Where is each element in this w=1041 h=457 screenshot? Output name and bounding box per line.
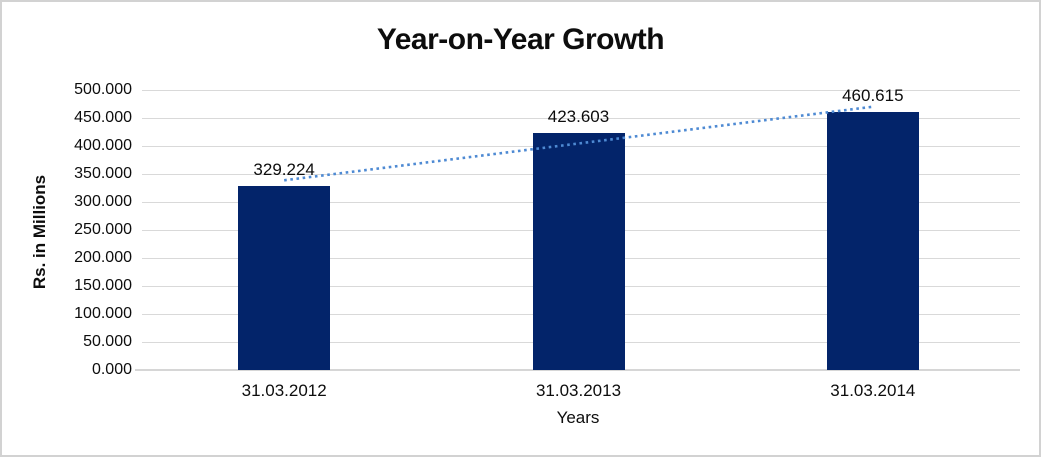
x-category-label: 31.03.2012 xyxy=(241,381,327,400)
chart-title: Year-on-Year Growth xyxy=(376,23,665,56)
y-tick-label: 100.000 xyxy=(74,305,132,322)
bar-value-label: 423.603 xyxy=(547,106,610,126)
y-tick-label: 450.000 xyxy=(74,109,132,126)
y-tick-label: 300.000 xyxy=(74,193,132,210)
x-axis-title: Years xyxy=(556,408,600,427)
bar-31.03.2013 xyxy=(532,132,625,370)
bar-value-label: 460.615 xyxy=(842,86,904,106)
bar-value-label: 329.224 xyxy=(253,159,315,179)
y-tick-label: 0.000 xyxy=(91,361,132,378)
y-tick-label: 150.000 xyxy=(74,277,132,294)
x-category-label: 31.03.2013 xyxy=(535,381,622,400)
y-axis-title: Rs. in Millions xyxy=(30,174,49,290)
y-tick-label: 200.000 xyxy=(74,249,132,266)
bar-31.03.2014 xyxy=(826,112,919,370)
bar-31.03.2012 xyxy=(238,185,331,370)
y-tick-label: 50.000 xyxy=(83,333,132,350)
x-axis-line xyxy=(135,369,1020,371)
y-tick-label: 400.000 xyxy=(74,137,132,154)
y-tick-label: 250.000 xyxy=(74,221,132,238)
y-tick-label: 350.000 xyxy=(74,165,132,182)
gridline xyxy=(142,89,1020,91)
y-tick-label: 500.000 xyxy=(74,81,132,98)
x-category-label: 31.03.2014 xyxy=(830,381,916,400)
